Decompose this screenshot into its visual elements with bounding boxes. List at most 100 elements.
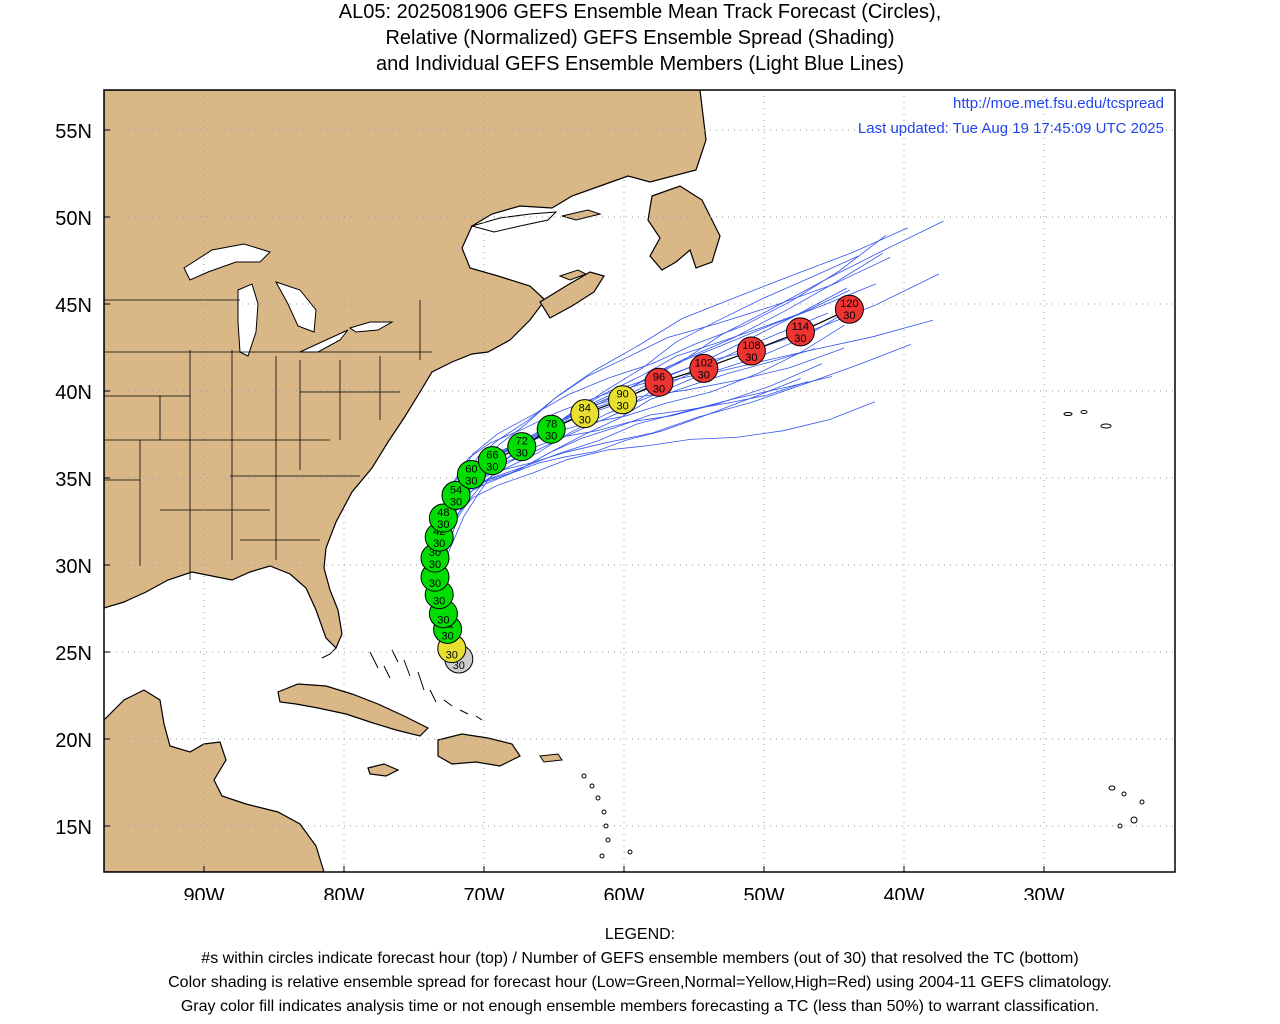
legend-line-1: #s within circles indicate forecast hour… bbox=[201, 950, 1079, 967]
member-count-label: 30 bbox=[843, 310, 855, 322]
lon-tick-label: 60W bbox=[603, 885, 644, 900]
member-count-label: 30 bbox=[653, 383, 665, 395]
track-circle bbox=[608, 385, 638, 415]
track-circle bbox=[689, 353, 719, 383]
track-circle bbox=[428, 503, 458, 533]
lat-tick-label: 40N bbox=[55, 382, 92, 404]
track-circle bbox=[644, 367, 674, 397]
map-title-line-3: and Individual GEFS Ensemble Members (Li… bbox=[375, 53, 905, 75]
member-count-label: 30 bbox=[429, 559, 441, 571]
forecast-hour-label: 90 bbox=[616, 389, 628, 401]
track-map: 3030123030303030304230483054306030663072… bbox=[55, 89, 1176, 900]
lake-ontario bbox=[348, 321, 394, 333]
track-circle bbox=[456, 460, 486, 490]
nova-scotia-land bbox=[539, 271, 605, 319]
lake-superior bbox=[183, 243, 271, 281]
lat-tick-label: 25N bbox=[55, 643, 92, 665]
member-count-label: 30 bbox=[437, 615, 449, 627]
member-count-label: 30 bbox=[794, 333, 806, 345]
lake-michigan bbox=[237, 283, 259, 357]
puerto-rico-land bbox=[539, 753, 563, 763]
source-url-link[interactable]: http://moe.met.fsu.edu/tcspread bbox=[953, 95, 1164, 112]
pei-land bbox=[558, 269, 588, 281]
map-title-line-1: AL05: 2025081906 GEFS Ensemble Mean Trac… bbox=[338, 1, 942, 23]
forecast-hour-label: 54 bbox=[450, 484, 462, 496]
hispaniola-land bbox=[437, 733, 521, 767]
forecast-hour-label: 78 bbox=[545, 418, 557, 430]
lat-tick-label: 30N bbox=[55, 556, 92, 578]
forecast-hour-label: 120 bbox=[840, 298, 858, 310]
member-count-label: 30 bbox=[446, 650, 458, 662]
ensemble-mean-track: 3030123030303030304230483054306030663072… bbox=[420, 294, 864, 674]
forecast-hour-label: 60 bbox=[465, 464, 477, 476]
north-america-land bbox=[104, 90, 707, 650]
map-title-line-2: Relative (Normalized) GEFS Ensemble Spre… bbox=[385, 27, 895, 49]
member-count-label: 30 bbox=[465, 476, 477, 488]
track-circle bbox=[570, 399, 600, 429]
track-circle bbox=[441, 480, 471, 510]
member-count-label: 30 bbox=[450, 496, 462, 508]
member-count-label: 30 bbox=[433, 596, 445, 608]
newfoundland-land bbox=[647, 185, 721, 271]
forecast-hour-label: 114 bbox=[792, 321, 810, 333]
legend-heading: LEGEND: bbox=[604, 926, 676, 943]
lon-tick-label: 30W bbox=[1023, 885, 1064, 900]
state-boundaries bbox=[104, 299, 432, 580]
lat-tick-label: 45N bbox=[55, 295, 92, 317]
forecast-hour-label: 108 bbox=[742, 340, 760, 352]
forecast-hour-label: 96 bbox=[653, 371, 665, 383]
member-count-label: 30 bbox=[437, 519, 449, 531]
florida-keys-land bbox=[321, 647, 337, 659]
member-count-label: 30 bbox=[441, 630, 453, 642]
member-count-label: 30 bbox=[486, 462, 498, 474]
member-count-label: 30 bbox=[433, 538, 445, 550]
forecast-hour-label: 84 bbox=[579, 403, 591, 415]
longitude-labels: 90W 80W 70W 60W 50W 40W 30W bbox=[183, 885, 1064, 900]
member-count-label: 30 bbox=[745, 352, 757, 364]
track-circle bbox=[834, 294, 864, 324]
member-count-label: 30 bbox=[429, 578, 441, 590]
member-count-label: 30 bbox=[545, 430, 557, 442]
map-frame bbox=[103, 89, 1176, 873]
member-count-label: 30 bbox=[616, 401, 628, 413]
anticosti-land bbox=[561, 209, 602, 221]
forecast-hour-label: 102 bbox=[695, 357, 713, 369]
track-circle bbox=[477, 446, 507, 476]
last-updated-text: Last updated: Tue Aug 19 17:45:09 UTC 20… bbox=[858, 120, 1164, 137]
lat-tick-label: 15N bbox=[55, 817, 92, 839]
lon-tick-label: 40W bbox=[883, 885, 924, 900]
lon-tick-label: 50W bbox=[743, 885, 784, 900]
forecast-hour-label: 66 bbox=[486, 450, 498, 462]
member-count-label: 30 bbox=[698, 369, 710, 381]
forecast-hour-label: 72 bbox=[516, 436, 528, 448]
legend-line-3: Gray color fill indicates analysis time … bbox=[180, 998, 1100, 1015]
member-count-label: 30 bbox=[453, 660, 465, 672]
lat-tick-label: 20N bbox=[55, 730, 92, 752]
track-circle bbox=[785, 317, 815, 347]
track-circle bbox=[536, 414, 566, 444]
member-count-label: 30 bbox=[579, 415, 591, 427]
lon-tick-label: 70W bbox=[463, 885, 504, 900]
land-layer bbox=[104, 90, 1145, 872]
lat-tick-label: 35N bbox=[55, 469, 92, 491]
legend-line-2: Color shading is relative ensemble sprea… bbox=[168, 974, 1112, 991]
lon-tick-label: 90W bbox=[183, 885, 224, 900]
lake-huron bbox=[274, 281, 317, 333]
lon-tick-label: 80W bbox=[323, 885, 364, 900]
latitude-labels: 55N 50N 45N 40N 35N 30N 25N 20N 15N bbox=[55, 121, 92, 839]
lesser-antilles bbox=[581, 773, 633, 859]
st-lawrence-water bbox=[470, 211, 558, 233]
track-circle bbox=[736, 336, 766, 366]
